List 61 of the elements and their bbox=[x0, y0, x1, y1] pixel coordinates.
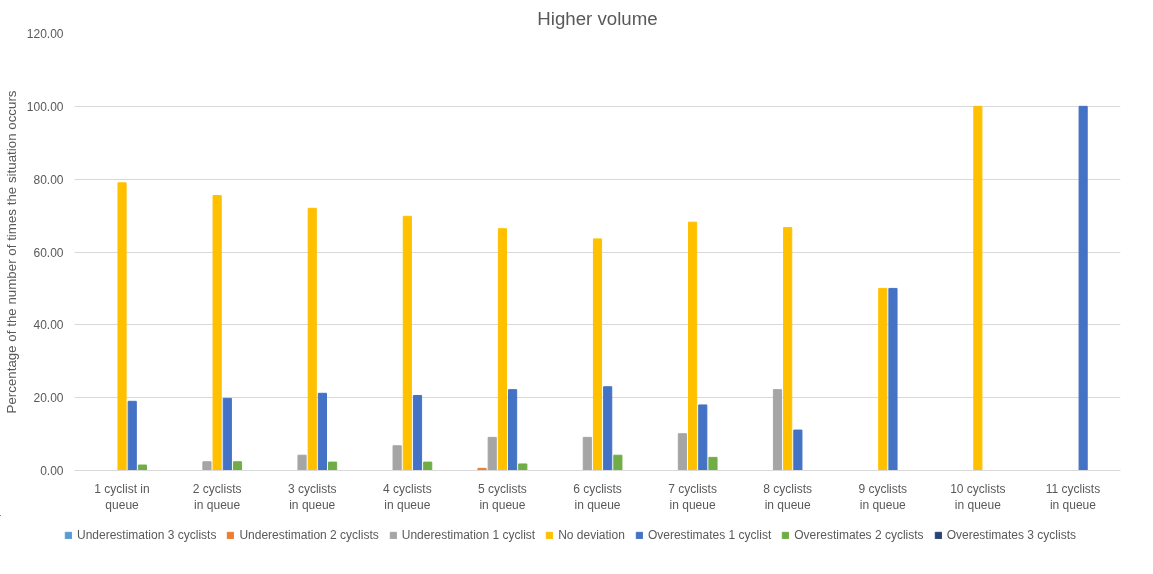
bar bbox=[307, 207, 317, 471]
bar bbox=[402, 215, 412, 471]
x-tick-label: 10 cyclists in queue bbox=[950, 481, 1006, 513]
bar bbox=[212, 195, 222, 471]
bar bbox=[423, 461, 433, 471]
bar bbox=[582, 436, 592, 471]
bar bbox=[688, 221, 698, 471]
bar bbox=[117, 182, 127, 471]
y-tick-label: 80.00 bbox=[33, 172, 64, 187]
bar bbox=[127, 400, 137, 471]
x-tick-label: 1 cyclist in queue bbox=[94, 481, 150, 513]
bar bbox=[888, 287, 898, 471]
x-tick-label: 2 cyclists in queue bbox=[192, 481, 242, 513]
y-axis-title: Percentage of the number of times the situation occurs bbox=[3, 90, 19, 414]
bar bbox=[317, 392, 327, 471]
x-tick-label: 7 cyclists in queue bbox=[668, 481, 717, 513]
bar bbox=[487, 436, 497, 471]
bar bbox=[698, 404, 708, 471]
legend-label: Overestimates 2 cyclists bbox=[794, 528, 924, 542]
bar bbox=[603, 386, 613, 471]
bar bbox=[392, 445, 402, 471]
bar bbox=[137, 464, 147, 471]
bar bbox=[508, 389, 518, 471]
bar bbox=[518, 463, 528, 471]
bar bbox=[793, 429, 803, 471]
bar bbox=[783, 227, 793, 471]
y-tick-label: 100.00 bbox=[26, 99, 64, 114]
legend-label: Overestimates 1 cyclist bbox=[647, 528, 772, 542]
legend-label: Underestimation 2 cyclists bbox=[239, 528, 379, 542]
chart-title: Higher volume bbox=[537, 7, 658, 29]
x-tick-label: 4 cyclists in queue bbox=[382, 481, 432, 513]
x-tick-label: 3 cyclists in queue bbox=[287, 481, 337, 513]
bar bbox=[708, 456, 718, 471]
bar bbox=[973, 105, 983, 471]
bar bbox=[592, 238, 603, 471]
x-tick-label: 11 cyclists in queue bbox=[1045, 481, 1101, 513]
bar bbox=[613, 454, 623, 471]
bar bbox=[878, 287, 888, 471]
legend-label: Underestimation 3 cyclists bbox=[76, 528, 217, 542]
legend-label: No deviation bbox=[558, 528, 625, 542]
y-tick-label: 120.00 bbox=[26, 27, 64, 41]
y-tick-label: 20.00 bbox=[33, 391, 64, 406]
bar bbox=[297, 454, 307, 471]
y-tick-label: 60.00 bbox=[33, 245, 64, 260]
legend-label: Overestimates 3 cyclists bbox=[946, 528, 1077, 542]
bar bbox=[677, 433, 687, 471]
legend-label: Underestimation 1 cyclist bbox=[401, 528, 536, 542]
x-tick-label: 9 cyclists in queue bbox=[858, 481, 908, 513]
bar bbox=[202, 461, 212, 471]
bar bbox=[328, 461, 338, 471]
bar bbox=[222, 397, 232, 471]
y-tick-label: 40.00 bbox=[33, 318, 64, 333]
bar bbox=[772, 389, 783, 471]
x-tick-label: 8 cyclists in queue bbox=[763, 481, 813, 513]
bar bbox=[497, 228, 507, 471]
y-tick-label: 0.00 bbox=[40, 464, 64, 478]
bar bbox=[412, 394, 423, 471]
x-tick-label: 5 cyclists in queue bbox=[478, 481, 527, 513]
bar bbox=[232, 461, 243, 471]
bar bbox=[1078, 105, 1088, 471]
x-tick-label: 6 cyclists in queue bbox=[573, 481, 622, 513]
